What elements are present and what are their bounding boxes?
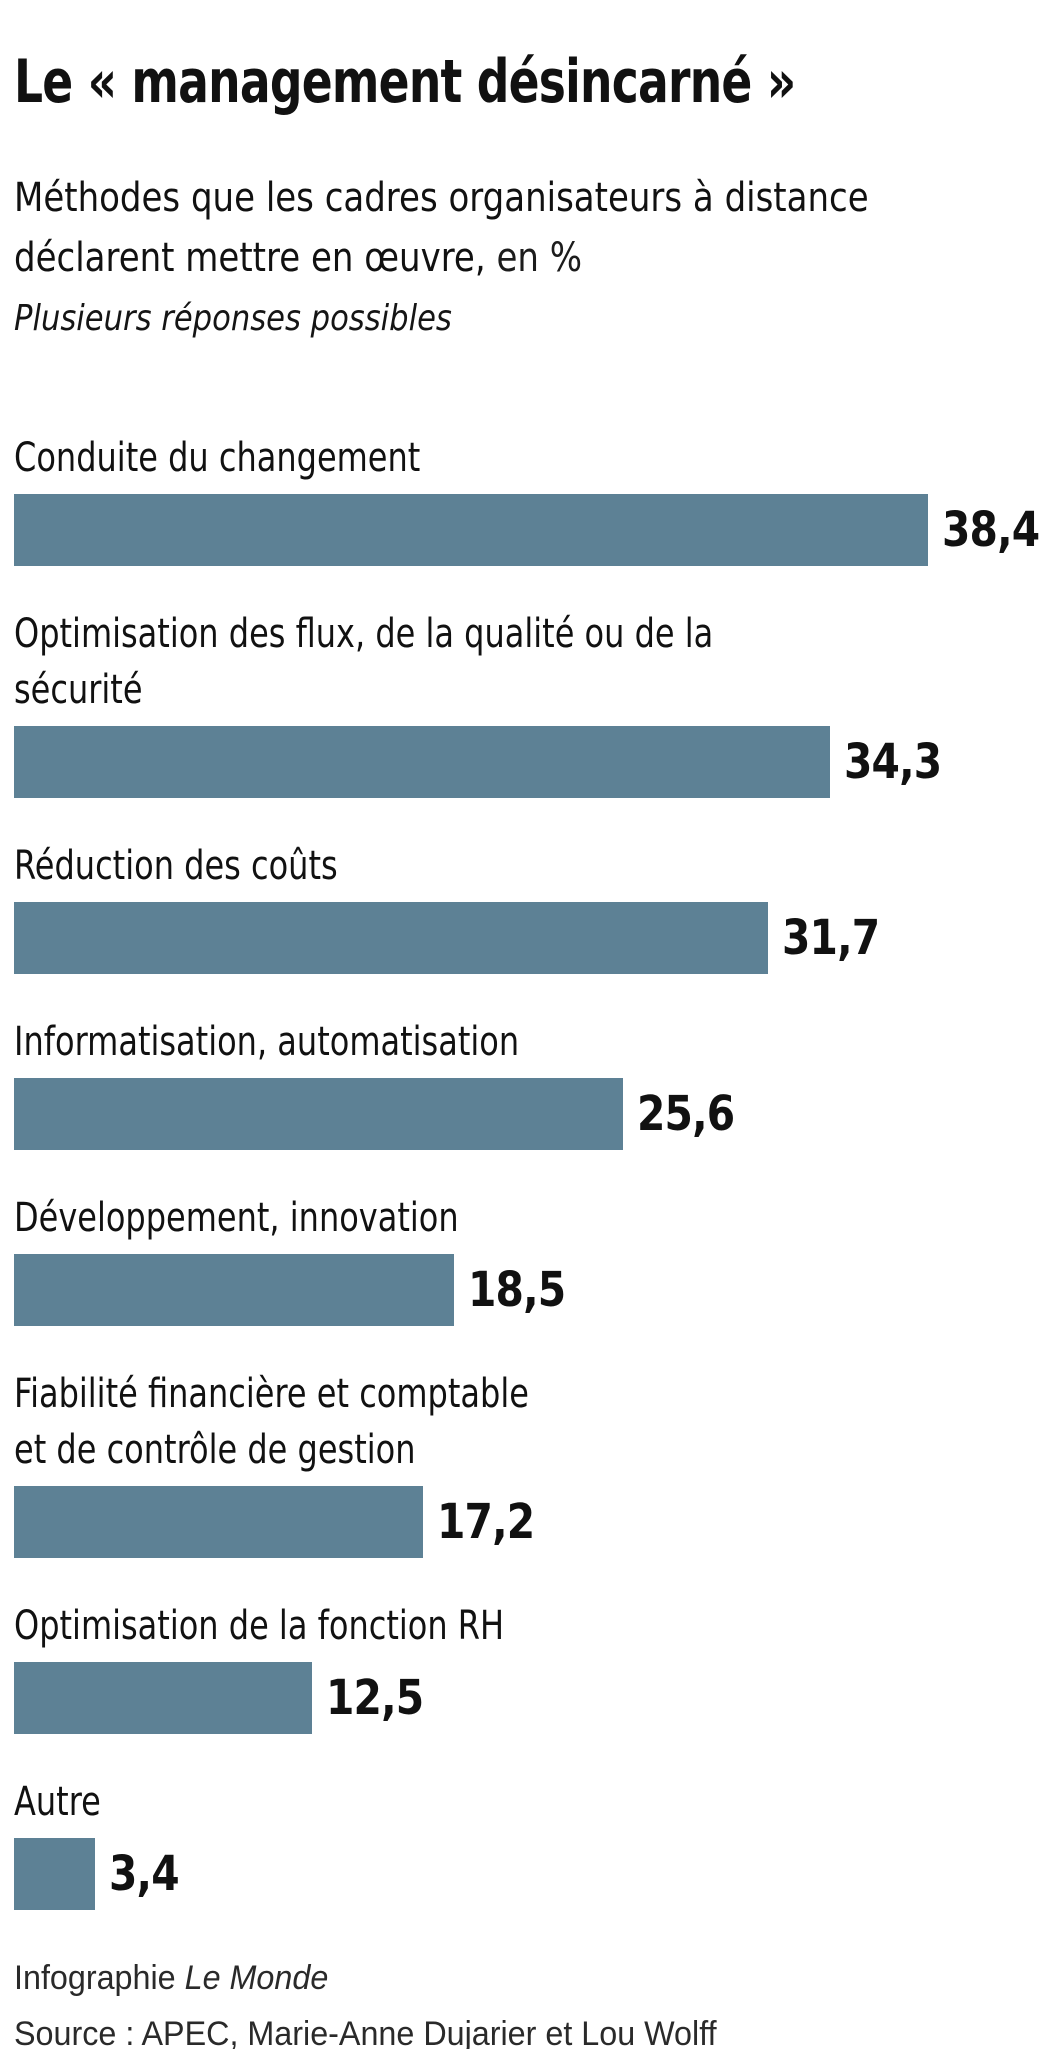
bar: [14, 902, 768, 974]
bar: [14, 494, 928, 566]
bar-value-text: 17,2: [437, 1494, 535, 1550]
bar-label-text: Optimisation de la fonction RH: [14, 1603, 505, 1649]
bar-value: 31,7: [782, 910, 896, 966]
bar-label: Autre: [14, 1774, 1036, 1830]
chart-title-text: Le « management désincarné »: [14, 47, 796, 117]
bar-label: Optimisation de la fonction RH: [14, 1598, 1036, 1654]
bar-row: Optimisation des flux, de la qualité ou …: [14, 606, 1036, 798]
bar-label-text: Autre: [14, 1779, 101, 1825]
bar-row: Autre 3,4: [14, 1774, 1036, 1910]
bar-label-text: Réduction des coûts: [14, 843, 338, 889]
bar-value-text: 18,5: [468, 1262, 566, 1318]
bar-chart: Conduite du changement 38,4 Optimisation…: [14, 430, 1040, 1910]
subtitle-line2-main: déclarent mettre en œuvre,: [14, 235, 486, 281]
bar-line: 18,5: [14, 1254, 1036, 1326]
bar-label: Informatisation, automatisation: [14, 1014, 1036, 1070]
bar-value-text: 12,5: [326, 1670, 424, 1726]
bar-label-text: Développement, innovation: [14, 1195, 459, 1241]
bar-line: 38,4: [14, 494, 1040, 566]
bar-value: 12,5: [326, 1670, 440, 1726]
bar-line: 34,3: [14, 726, 1036, 798]
methodology-note-text: Plusieurs réponses possibles: [14, 298, 452, 339]
bar-line: 25,6: [14, 1078, 1036, 1150]
chart-subtitle: Méthodes que les cadres organisateurs à …: [14, 168, 1036, 288]
bar: [14, 1486, 423, 1558]
bar-label-text: Optimisation des flux, de la qualité ou …: [14, 611, 714, 713]
bar-value: 34,3: [844, 734, 958, 790]
source-line-text: Source : APEC, Marie-Anne Dujarier et Lo…: [14, 2015, 717, 2049]
bar: [14, 1254, 454, 1326]
bar-label: Fiabilité financière et comptable et de c…: [14, 1366, 1036, 1478]
bar: [14, 726, 830, 798]
bar-value-text: 38,4: [942, 502, 1040, 558]
bar-value: 17,2: [437, 1494, 551, 1550]
bar-line: 17,2: [14, 1486, 1036, 1558]
credit-prefix: Infographie: [14, 1959, 185, 1997]
bar-value-text: 34,3: [844, 734, 942, 790]
bar-line: 31,7: [14, 902, 1036, 974]
footer: Infographie Le Monde Source : APEC, Mari…: [14, 1950, 1036, 2049]
bar-row: Réduction des coûts 31,7: [14, 838, 1036, 974]
bar-value: 25,6: [637, 1086, 751, 1142]
bar-value: 18,5: [468, 1262, 582, 1318]
bar-row: Optimisation de la fonction RH 12,5: [14, 1598, 1036, 1734]
bar-value-text: 25,6: [637, 1086, 735, 1142]
bar-line: 12,5: [14, 1662, 1036, 1734]
source-line: Source : APEC, Marie-Anne Dujarier et Lo…: [14, 2006, 1036, 2049]
bar-value-text: 3,4: [109, 1846, 180, 1902]
credit-line-text: Infographie Le Monde: [14, 1950, 328, 2006]
bar: [14, 1838, 95, 1910]
bar-label-text: Fiabilité financière et comptable et de c…: [14, 1371, 529, 1473]
bar-row: Développement, innovation 18,5: [14, 1190, 1036, 1326]
bar-label-text: Conduite du changement: [14, 435, 421, 481]
bar-value-text: 31,7: [782, 910, 880, 966]
bar: [14, 1662, 312, 1734]
bar-label-text: Informatisation, automatisation: [14, 1019, 520, 1065]
bar-label: Optimisation des flux, de la qualité ou …: [14, 606, 1036, 718]
subtitle-line2: déclarent mettre en œuvre, en %: [14, 228, 582, 288]
bar-row: Conduite du changement 38,4: [14, 430, 1040, 566]
bar-label: Conduite du changement: [14, 430, 1036, 486]
bar: [14, 1078, 623, 1150]
bar-label: Réduction des coûts: [14, 838, 1036, 894]
bar-row: Informatisation, automatisation 25,6: [14, 1014, 1036, 1150]
subtitle-line1: Méthodes que les cadres organisateurs à …: [14, 175, 869, 221]
chart-title: Le « management désincarné »: [14, 50, 1036, 114]
bar-value: 38,4: [942, 502, 1050, 558]
bar-line: 3,4: [14, 1838, 1036, 1910]
bar-label: Développement, innovation: [14, 1190, 1036, 1246]
credit-line: Infographie Le Monde: [14, 1950, 1036, 2006]
subtitle-unit: en %: [485, 235, 583, 281]
methodology-note: Plusieurs réponses possibles: [14, 294, 1036, 344]
credit-brand: Le Monde: [184, 1959, 329, 1997]
bar-row: Fiabilité financière et comptable et de c…: [14, 1366, 1036, 1558]
bar-value: 3,4: [109, 1846, 191, 1902]
